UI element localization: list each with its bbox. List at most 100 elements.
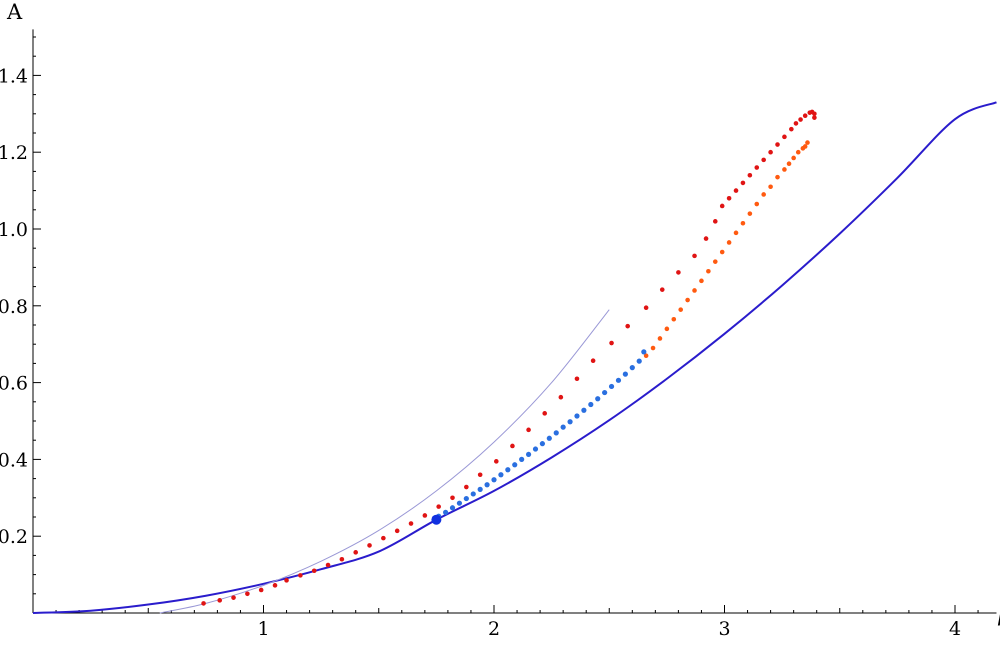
orange-point: [706, 268, 711, 274]
orange-point: [650, 345, 656, 351]
y-tick-label: 1.2: [0, 142, 28, 164]
red-point: [643, 305, 649, 311]
orange-point: [712, 259, 718, 264]
red-point: [325, 562, 331, 568]
red-point: [510, 443, 515, 449]
red-point: [789, 126, 794, 132]
red-point: [574, 376, 580, 382]
red-point: [201, 601, 206, 606]
red-point: [272, 583, 278, 588]
orange-point: [664, 326, 670, 332]
blue-point: [477, 486, 483, 492]
orange-point: [692, 288, 697, 293]
orange-point: [761, 192, 766, 197]
orange-point: [657, 336, 663, 341]
red-point: [394, 528, 400, 534]
red-point: [719, 203, 725, 209]
blue-point: [519, 456, 525, 462]
red-point: [526, 427, 531, 433]
x-tick-label: 4: [949, 618, 961, 640]
y-tick-label: 0.6: [0, 373, 28, 395]
orange-point: [719, 249, 725, 255]
orange-point: [685, 297, 690, 303]
x-tick-label: 3: [718, 618, 730, 640]
red-point: [284, 578, 289, 583]
y-axis-label: A: [6, 0, 23, 24]
red-point: [494, 459, 499, 464]
red-point: [676, 270, 681, 275]
red-point: [353, 550, 359, 555]
blue-point: [546, 435, 552, 441]
red-point: [381, 535, 386, 541]
blue-point: [532, 446, 539, 452]
red-point: [812, 115, 817, 120]
orange-point: [754, 201, 760, 207]
blue-point: [470, 491, 476, 497]
orange-point: [782, 167, 787, 172]
blue-point: [629, 365, 635, 371]
red-point: [761, 157, 766, 163]
red-point: [703, 236, 709, 241]
red-point: [245, 591, 250, 597]
axes-group: 1 2 3 4 0.2 0.4 0.6 0.8 1.0 1.2 1.4: [0, 29, 997, 640]
y-tick-label: 1.4: [0, 65, 28, 87]
blue-point: [560, 424, 566, 430]
orange-point: [678, 307, 684, 312]
orange-point: [747, 211, 753, 216]
red-point: [812, 111, 817, 117]
red-point: [408, 521, 414, 526]
red-point: [464, 484, 469, 490]
red-point: [590, 358, 596, 364]
blue-point: [595, 396, 601, 402]
red-point: [609, 340, 614, 346]
marker-point: [431, 514, 442, 525]
curves-group: [32, 101, 997, 614]
blue-point: [615, 377, 622, 383]
blue-point: [539, 441, 546, 447]
red-point: [659, 287, 665, 292]
orange-point: [791, 155, 796, 161]
red-point: [712, 219, 718, 224]
blue-point: [581, 407, 587, 413]
blue-point: [553, 430, 559, 436]
blue-point: [484, 482, 490, 488]
blue-point: [636, 358, 642, 364]
red-point: [231, 595, 236, 600]
red-point: [793, 121, 799, 126]
red-point: [367, 543, 372, 548]
red-point: [558, 394, 564, 400]
red-point: [747, 172, 753, 178]
orange-point: [775, 174, 780, 180]
red-point: [754, 165, 760, 170]
red-point: [625, 323, 630, 329]
blue-point: [567, 419, 573, 425]
labels-group: A β: [6, 0, 1000, 626]
red-point: [692, 253, 697, 259]
blue-point: [602, 389, 608, 396]
red-point: [740, 180, 746, 186]
red-point: [298, 573, 303, 578]
blue-point: [505, 467, 511, 473]
blue-point: [443, 509, 449, 515]
y-tick-label: 1.0: [0, 219, 28, 241]
red-point: [542, 411, 548, 416]
red-point: [339, 556, 345, 562]
orange-point: [740, 220, 746, 226]
orange-point: [768, 184, 773, 190]
blue-point: [512, 462, 518, 468]
red-point: [311, 568, 317, 574]
orange-point: [699, 278, 704, 284]
y-tick-label: 0.8: [0, 296, 28, 318]
blue-point: [491, 477, 497, 483]
blue-point: [449, 505, 456, 511]
orange-point: [726, 240, 732, 245]
y-tick-label: 0.2: [0, 526, 28, 548]
blue-point: [608, 383, 615, 390]
orange-point: [802, 144, 808, 149]
orange-point: [643, 353, 649, 359]
x-axis-label: β: [997, 602, 1000, 626]
red-point: [477, 472, 483, 478]
y-tick-label: 0.4: [0, 449, 28, 471]
red-point: [422, 513, 428, 518]
